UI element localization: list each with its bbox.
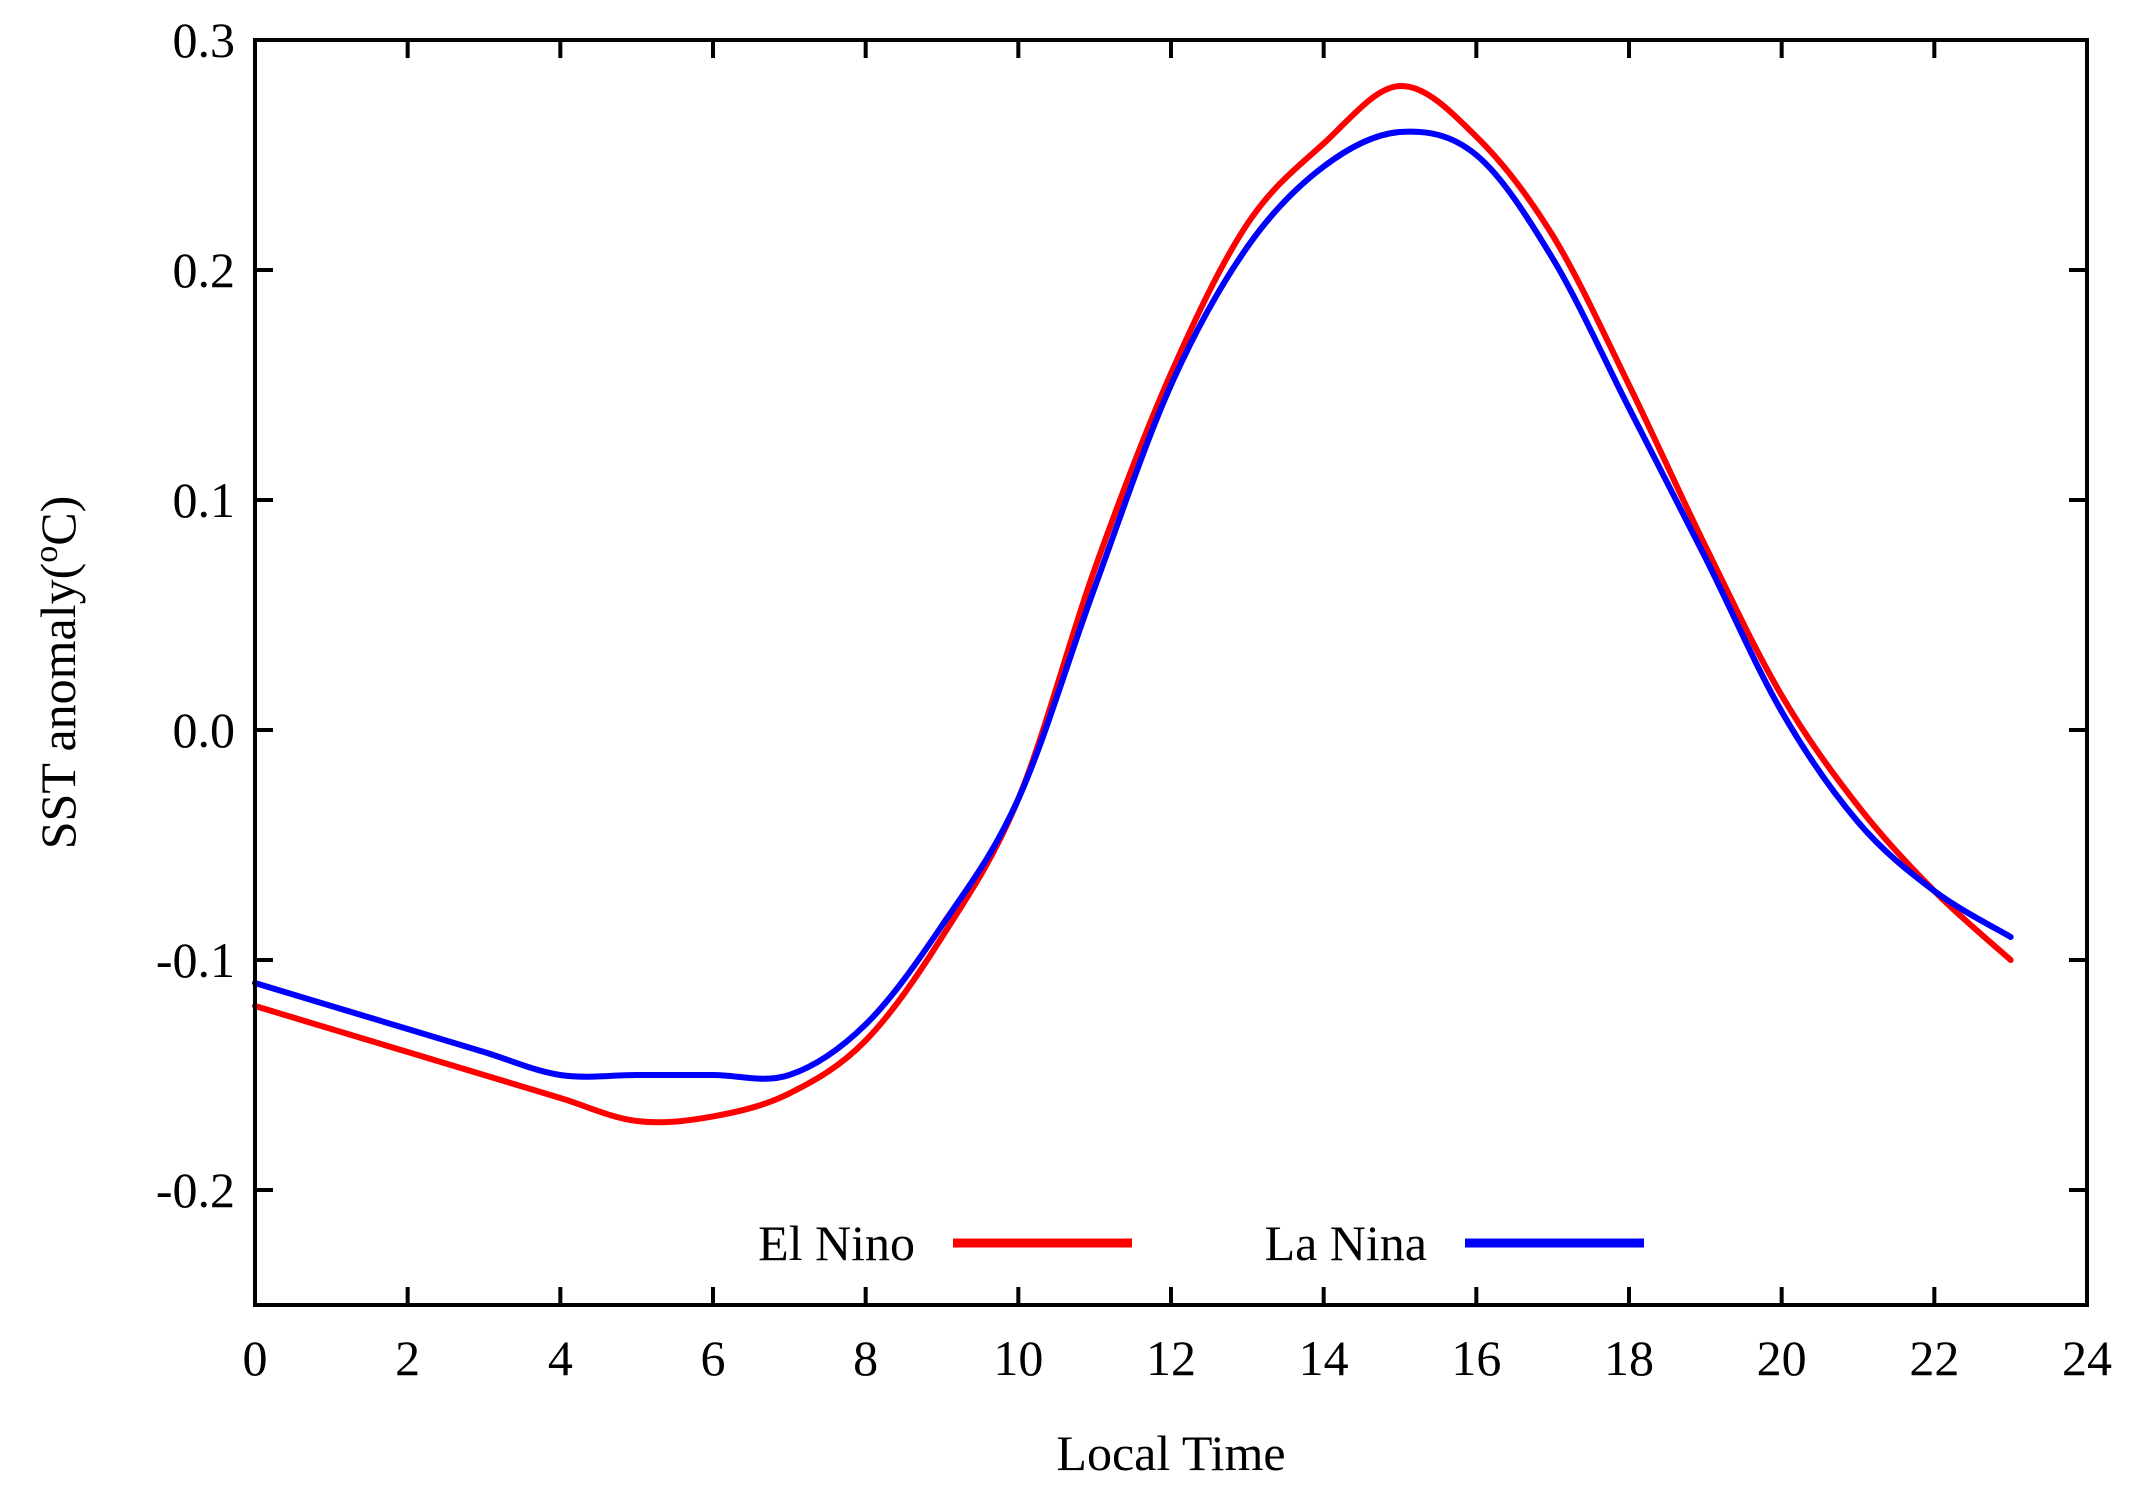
x-tick-label: 10 (993, 1330, 1043, 1386)
x-tick-label: 20 (1757, 1330, 1807, 1386)
axis-ticks (253, 38, 2089, 1305)
y-tick-label: 0.2 (173, 242, 236, 298)
series-lines (252, 82, 2014, 1126)
y-tick-label: 0.1 (173, 472, 236, 528)
series-line-el-nino (252, 82, 2014, 1126)
x-tick-label: 0 (243, 1330, 268, 1386)
x-tick-label: 24 (2062, 1330, 2112, 1386)
x-tick-label: 2 (395, 1330, 420, 1386)
x-tick-labels: 0 2 4 6 8 10 12 14 16 18 20 22 24 (243, 1330, 2113, 1386)
x-tick-label: 8 (853, 1330, 878, 1386)
legend: El Nino La Nina (758, 1215, 1644, 1271)
y-axis-title: SST anomaly(oC) (28, 496, 86, 850)
x-axis-title: Local Time (1056, 1425, 1285, 1481)
legend-label-el-nino: El Nino (758, 1215, 915, 1271)
y-tick-label: 0.0 (173, 702, 236, 758)
y-axis-title-sup: o (28, 546, 65, 563)
x-tick-label: 18 (1604, 1330, 1654, 1386)
x-tick-label: 4 (548, 1330, 573, 1386)
x-tick-label: 16 (1451, 1330, 1501, 1386)
y-axis-title-main: SST anomaly( (30, 563, 86, 850)
y-tick-labels: -0.2 -0.1 0.0 0.1 0.2 0.3 (156, 12, 235, 1218)
x-tick-label: 6 (701, 1330, 726, 1386)
y-tick-label: -0.2 (156, 1162, 235, 1218)
x-tick-label: 12 (1146, 1330, 1196, 1386)
y-tick-label: -0.1 (156, 932, 235, 988)
legend-label-la-nina: La Nina (1265, 1215, 1427, 1271)
y-axis-title-unit: C) (30, 496, 86, 546)
y-tick-label: 0.3 (173, 12, 236, 68)
x-tick-label: 22 (1909, 1330, 1959, 1386)
series-line-la-nina (252, 128, 2014, 1082)
plot-frame (253, 38, 2089, 1307)
x-tick-label: 14 (1299, 1330, 1349, 1386)
